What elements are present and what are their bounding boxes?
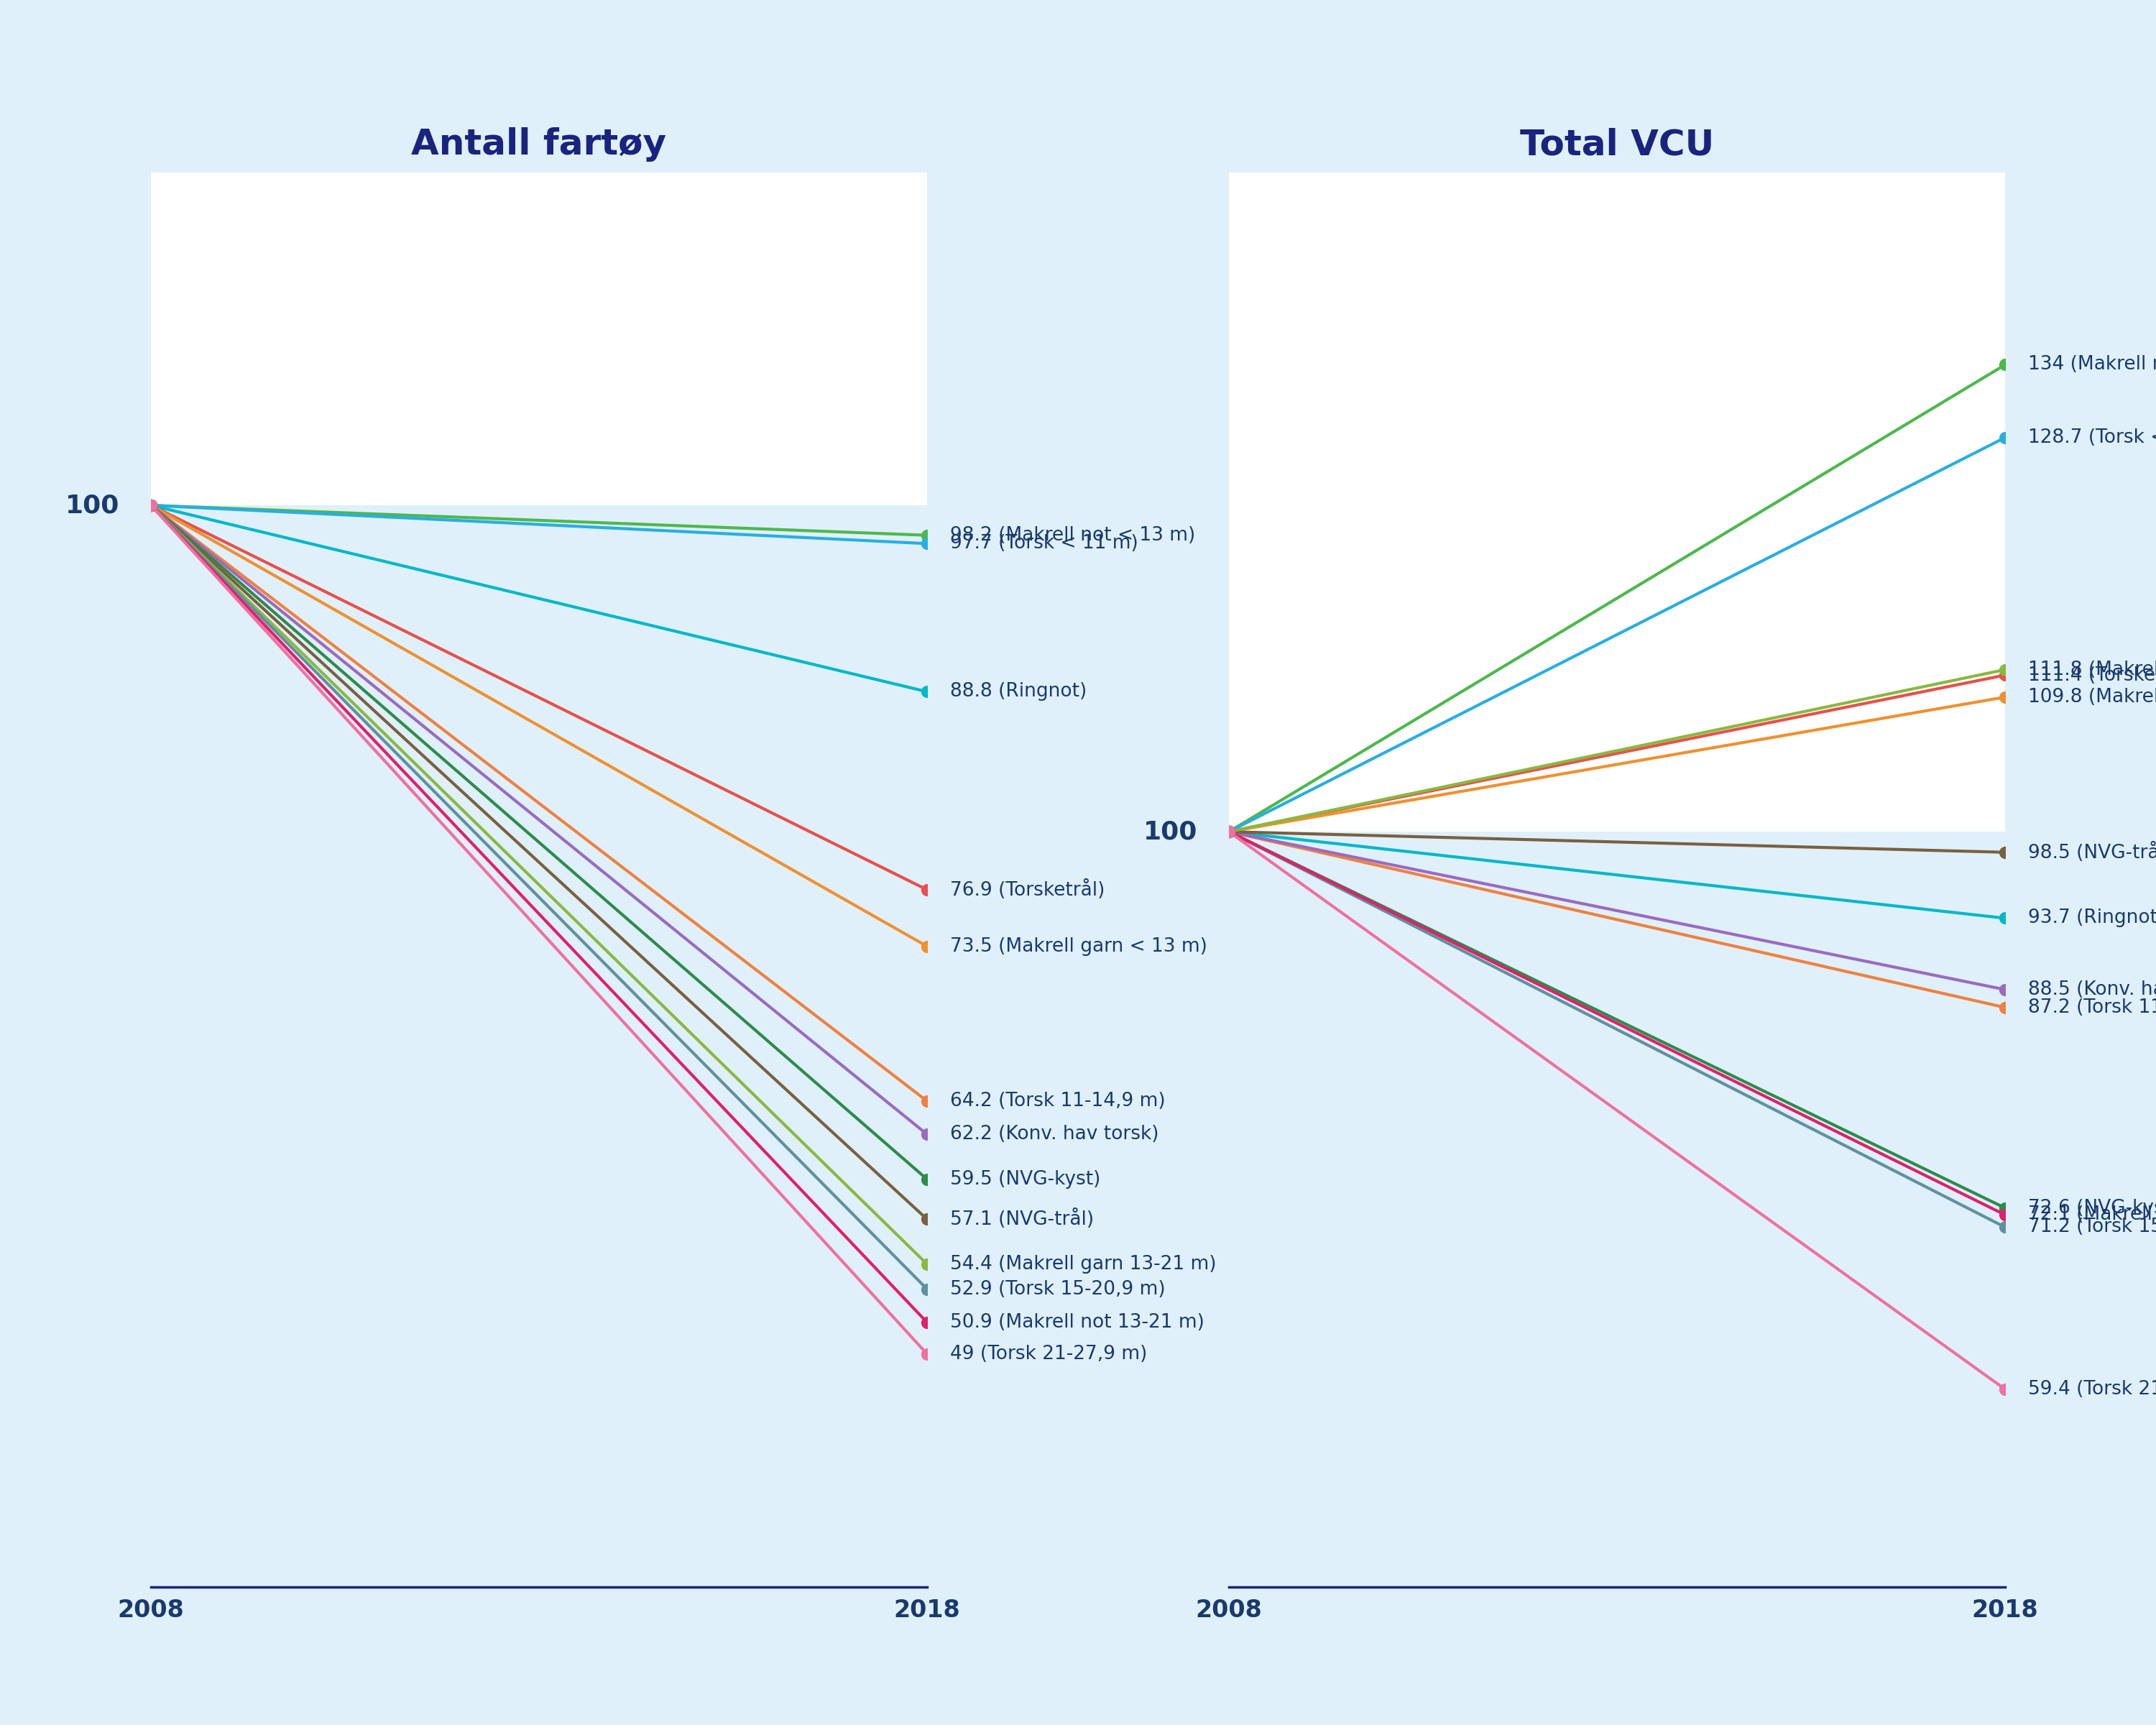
Point	[1212, 818, 1246, 845]
Text: 54.4 (Makrell garn 13-21 m): 54.4 (Makrell garn 13-21 m)	[951, 1254, 1216, 1273]
Text: 88.5 (Konv. hav torsk): 88.5 (Konv. hav torsk)	[2029, 980, 2156, 999]
Point	[134, 492, 168, 519]
Point	[910, 1275, 944, 1302]
Text: 62.2 (Konv. hav torsk): 62.2 (Konv. hav torsk)	[951, 1125, 1160, 1144]
Point	[134, 492, 168, 519]
Point	[1212, 818, 1246, 845]
Point	[910, 1121, 944, 1149]
Text: 49 (Torsk 21-27,9 m): 49 (Torsk 21-27,9 m)	[951, 1346, 1147, 1363]
Text: 100: 100	[1143, 819, 1199, 844]
Text: 87.2 (Torsk 11-14,9 m): 87.2 (Torsk 11-14,9 m)	[2029, 999, 2156, 1016]
Point	[1212, 818, 1246, 845]
Point	[134, 492, 168, 519]
Point	[134, 492, 168, 519]
Point	[134, 492, 168, 519]
Text: 50.9 (Makrell not 13-21 m): 50.9 (Makrell not 13-21 m)	[951, 1313, 1205, 1332]
Bar	[1229, 172, 2005, 831]
Point	[1212, 818, 1246, 845]
Point	[1988, 1213, 2022, 1240]
Point	[1988, 661, 2022, 688]
Point	[1212, 818, 1246, 845]
Point	[134, 492, 168, 519]
Text: 72.1 (Makrell not 13-21 m): 72.1 (Makrell not 13-21 m)	[2029, 1206, 2156, 1225]
Point	[910, 678, 944, 706]
Point	[1988, 904, 2022, 932]
Text: 88.8 (Ringnot): 88.8 (Ringnot)	[951, 683, 1087, 700]
Text: 98.2 (Makrell not < 13 m): 98.2 (Makrell not < 13 m)	[951, 526, 1197, 545]
Text: 57.1 (NVG-trål): 57.1 (NVG-trål)	[951, 1209, 1095, 1230]
Point	[1988, 1375, 2022, 1402]
Text: 100: 100	[65, 493, 121, 518]
Text: 97.7 (Torsk < 11 m): 97.7 (Torsk < 11 m)	[951, 535, 1138, 554]
Text: 93.7 (Ringnot): 93.7 (Ringnot)	[2029, 909, 2156, 928]
Point	[910, 933, 944, 961]
Point	[1212, 818, 1246, 845]
Point	[910, 876, 944, 904]
Text: 76.9 (Torsketrål): 76.9 (Torsketrål)	[951, 880, 1106, 900]
Point	[134, 492, 168, 519]
Point	[1988, 350, 2022, 378]
Point	[134, 492, 168, 519]
Point	[1212, 818, 1246, 845]
Point	[910, 1166, 944, 1194]
Point	[910, 1251, 944, 1278]
Point	[1988, 838, 2022, 866]
Text: 128.7 (Torsk < 11 m): 128.7 (Torsk < 11 m)	[2029, 428, 2156, 447]
Text: 111.8 (Makrell garn 13-21 m): 111.8 (Makrell garn 13-21 m)	[2029, 661, 2156, 680]
Point	[1212, 818, 1246, 845]
Point	[1988, 683, 2022, 711]
Bar	[151, 172, 927, 505]
Point	[134, 492, 168, 519]
Text: 64.2 (Torsk 11-14,9 m): 64.2 (Torsk 11-14,9 m)	[951, 1092, 1166, 1111]
Point	[134, 492, 168, 519]
Point	[1212, 818, 1246, 845]
Point	[910, 521, 944, 549]
Point	[134, 492, 168, 519]
Point	[910, 1087, 944, 1114]
Text: 59.5 (NVG-kyst): 59.5 (NVG-kyst)	[951, 1170, 1102, 1189]
Point	[910, 1340, 944, 1368]
Text: 98.5 (NVG-trål): 98.5 (NVG-trål)	[2029, 842, 2156, 862]
Text: 59.4 (Torsk 21-27,9 m): 59.4 (Torsk 21-27,9 m)	[2029, 1380, 2156, 1399]
Text: 73.5 (Makrell garn < 13 m): 73.5 (Makrell garn < 13 m)	[951, 937, 1207, 956]
Point	[1212, 818, 1246, 845]
Point	[910, 530, 944, 557]
Point	[1212, 818, 1246, 845]
Point	[134, 492, 168, 519]
Text: 109.8 (Makrell garn < 13 m): 109.8 (Makrell garn < 13 m)	[2029, 688, 2156, 707]
Point	[1988, 656, 2022, 683]
Text: 52.9 (Torsk 15-20,9 m): 52.9 (Torsk 15-20,9 m)	[951, 1280, 1166, 1299]
Point	[1988, 1201, 2022, 1228]
Point	[1212, 818, 1246, 845]
Point	[1988, 424, 2022, 452]
Text: 111.4 (Torsketrål): 111.4 (Torsketrål)	[2029, 666, 2156, 685]
Point	[1988, 976, 2022, 1004]
Text: 134 (Makrell not < 13 m): 134 (Makrell not < 13 m)	[2029, 355, 2156, 374]
Title: Total VCU: Total VCU	[1520, 128, 1714, 162]
Title: Antall fartøy: Antall fartøy	[412, 128, 666, 162]
Point	[910, 1206, 944, 1233]
Point	[910, 1309, 944, 1337]
Text: 72.6 (NVG-kyst): 72.6 (NVG-kyst)	[2029, 1199, 2156, 1218]
Text: 71.2 (Torsk 15-20,9 m): 71.2 (Torsk 15-20,9 m)	[2029, 1218, 2156, 1237]
Point	[1212, 818, 1246, 845]
Point	[1988, 994, 2022, 1021]
Point	[1988, 1194, 2022, 1221]
Point	[134, 492, 168, 519]
